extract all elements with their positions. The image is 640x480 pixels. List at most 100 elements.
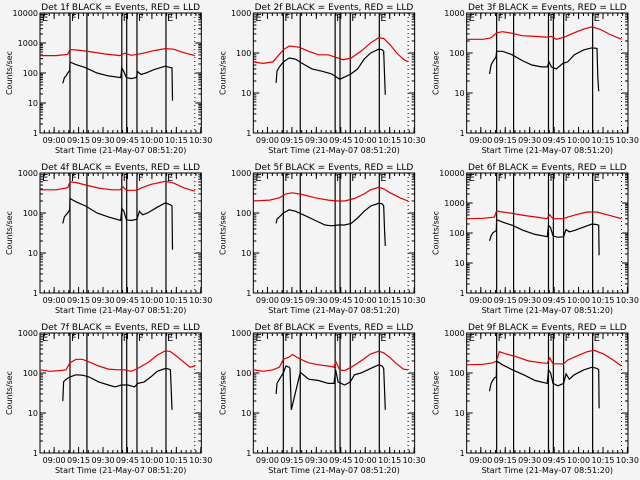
x-tick-label: 09:00	[43, 456, 66, 465]
y-tick-label: 1	[460, 289, 465, 298]
lld-series-line	[40, 180, 195, 192]
x-tick-label: 10:15	[165, 136, 188, 145]
plot-frame	[466, 332, 629, 454]
y-tick-label: 100	[449, 49, 464, 58]
y-axis-label: Counts/sec	[432, 211, 441, 255]
event-label: F	[565, 13, 571, 24]
event-label: F	[284, 13, 290, 24]
y-tick-label: 1	[33, 449, 38, 458]
event-label: F	[138, 13, 144, 24]
events-series-line	[488, 218, 600, 256]
x-axis-label: Start Time (21-May-07 08:51:20)	[268, 466, 399, 475]
event-label: F	[71, 333, 77, 344]
x-tick-label: 10:15	[591, 456, 614, 465]
x-tick-label: 09:00	[469, 456, 492, 465]
y-tick-label: 1000	[18, 169, 38, 178]
x-tick-label: 09:15	[280, 136, 303, 145]
panel-title: Det 1f BLACK = Events, RED = LLD	[41, 3, 200, 13]
x-tick-label: 10:00	[354, 296, 377, 305]
y-tick-label: 1000	[231, 9, 251, 18]
y-tick-label: 10000	[439, 169, 464, 178]
x-tick-label: 09:30	[518, 456, 541, 465]
x-tick-label: 10:30	[189, 456, 212, 465]
event-label: E	[167, 13, 173, 24]
y-tick-label: 100	[23, 369, 38, 378]
panel-title: Det 8f BLACK = Events, RED = LLD	[255, 323, 414, 333]
event-label: E	[469, 173, 475, 184]
x-tick-label: 10:15	[378, 296, 401, 305]
x-tick-label: 09:15	[494, 456, 517, 465]
x-tick-label: 10:15	[378, 456, 401, 465]
x-tick-label: 09:15	[67, 296, 90, 305]
x-tick-label: 10:15	[378, 136, 401, 145]
event-label: E	[167, 333, 173, 344]
x-tick-label: 10:15	[165, 456, 188, 465]
events-series-line	[275, 364, 386, 410]
y-tick-label: 1	[460, 449, 465, 458]
x-tick-label: 10:00	[567, 456, 590, 465]
x-tick-label: 09:00	[469, 136, 492, 145]
lld-series-line	[40, 47, 195, 57]
x-tick-label: 10:00	[354, 456, 377, 465]
x-axis-label: Start Time (21-May-07 08:51:20)	[55, 146, 186, 155]
x-tick-label: 10:30	[616, 136, 639, 145]
x-tick-label: 09:00	[256, 296, 279, 305]
y-tick-label: 10	[241, 249, 251, 258]
event-label: E	[255, 333, 261, 344]
y-tick-label: 1	[246, 449, 251, 458]
x-tick-label: 09:15	[494, 136, 517, 145]
x-tick-label: 09:45	[543, 136, 566, 145]
event-label: E	[469, 13, 475, 24]
panel-det-2: Det 2f BLACK = Events, RED = LLD 1 10 100 10…	[218, 3, 425, 155]
panel-title: Det 2f BLACK = Events, RED = LLD	[255, 3, 414, 13]
event-label: F	[498, 173, 504, 184]
x-tick-label: 09:30	[91, 136, 114, 145]
x-tick-label: 09:45	[543, 296, 566, 305]
x-tick-label: 09:30	[305, 296, 328, 305]
event-label: F	[138, 173, 144, 184]
event-label: F	[565, 333, 571, 344]
event-label: F	[71, 173, 77, 184]
y-axis-label: Counts/sec	[218, 51, 227, 95]
event-label: F	[123, 333, 129, 344]
y-tick-label: 10000	[13, 9, 38, 18]
event-label: F	[284, 333, 290, 344]
events-series-line	[275, 48, 386, 95]
y-tick-label: 1	[33, 289, 38, 298]
x-tick-label: 10:00	[567, 136, 590, 145]
x-tick-label: 09:15	[280, 296, 303, 305]
events-series-line	[62, 367, 173, 410]
y-tick-label: 1	[246, 289, 251, 298]
event-label: F	[336, 333, 342, 344]
y-axis-label: Counts/sec	[5, 371, 14, 415]
plot-frame	[39, 332, 202, 454]
lld-series-line	[466, 210, 622, 220]
y-tick-label: 1000	[231, 169, 251, 178]
x-tick-label: 10:15	[591, 136, 614, 145]
panel-det-3: Det 3f BLACK = Events, RED = LLD 1 10 100 10…	[432, 3, 639, 155]
x-tick-label: 09:30	[91, 296, 114, 305]
x-tick-label: 09:15	[67, 136, 90, 145]
y-axis-label: Counts/sec	[5, 211, 14, 255]
event-label: F	[549, 173, 555, 184]
event-label: F	[549, 13, 555, 24]
x-tick-label: 10:30	[189, 296, 212, 305]
y-tick-label: 1	[246, 129, 251, 138]
lld-series-line	[466, 349, 622, 367]
y-axis-label: Counts/sec	[218, 371, 227, 415]
y-tick-label: 100	[236, 49, 251, 58]
plot-frame	[252, 12, 416, 134]
event-label: F	[138, 333, 144, 344]
y-tick-label: 100	[236, 369, 251, 378]
x-tick-label: 10:30	[189, 136, 212, 145]
x-tick-label: 09:45	[329, 456, 352, 465]
x-tick-label: 09:00	[256, 136, 279, 145]
panel-title: Det 7f BLACK = Events, RED = LLD	[41, 323, 200, 333]
panel-det-1: Det 1f BLACK = Events, RED = LLD 1 10 100 10…	[5, 3, 212, 155]
event-label: F	[71, 13, 77, 24]
y-tick-label: 100	[449, 369, 464, 378]
event-label: E	[594, 333, 600, 344]
x-tick-label: 10:00	[140, 136, 163, 145]
y-tick-label: 1000	[444, 329, 464, 338]
event-label: E	[42, 173, 48, 184]
